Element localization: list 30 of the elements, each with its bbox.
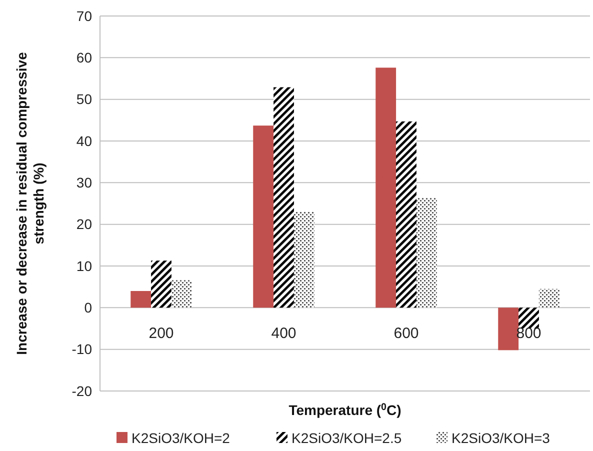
y-tick-label: 70 bbox=[76, 8, 92, 24]
bar bbox=[294, 212, 314, 308]
x-tick-label: 200 bbox=[148, 324, 174, 342]
y-tick-label: 10 bbox=[76, 258, 92, 274]
y-tick-label: -10 bbox=[72, 341, 92, 358]
bar bbox=[253, 126, 274, 308]
x-axis-title: Temperature ($^{0}$C) bbox=[288, 401, 402, 418]
y-tick-label: 40 bbox=[76, 132, 92, 149]
y-tick-label: 0 bbox=[84, 300, 92, 316]
y-tick-label: -20 bbox=[72, 382, 92, 399]
bar bbox=[498, 308, 519, 350]
bar bbox=[274, 87, 294, 308]
legend-label: K2SiO3/KOH=3 bbox=[452, 430, 550, 446]
bar bbox=[376, 68, 396, 308]
y-tick-label: 50 bbox=[76, 91, 92, 108]
legend-label: K2SiO3/KOH=2.5 bbox=[292, 430, 402, 446]
y-axis-title: Increase or decrease in residual compressive strength (%) bbox=[14, 52, 46, 355]
y-tick-label: 30 bbox=[76, 174, 92, 191]
legend-label: K2SiO3/KOH=2 bbox=[132, 430, 230, 446]
bar bbox=[538, 288, 560, 308]
x-tick-label: 600 bbox=[394, 324, 419, 342]
y-tick-label: 60 bbox=[76, 50, 92, 66]
bar bbox=[518, 308, 539, 328]
y-tick-label: 20 bbox=[76, 216, 92, 232]
bar bbox=[130, 291, 152, 308]
bar bbox=[416, 198, 437, 308]
x-tick-label: 400 bbox=[271, 324, 296, 342]
bar bbox=[151, 260, 172, 308]
bar bbox=[171, 280, 192, 308]
bar bbox=[396, 121, 416, 308]
